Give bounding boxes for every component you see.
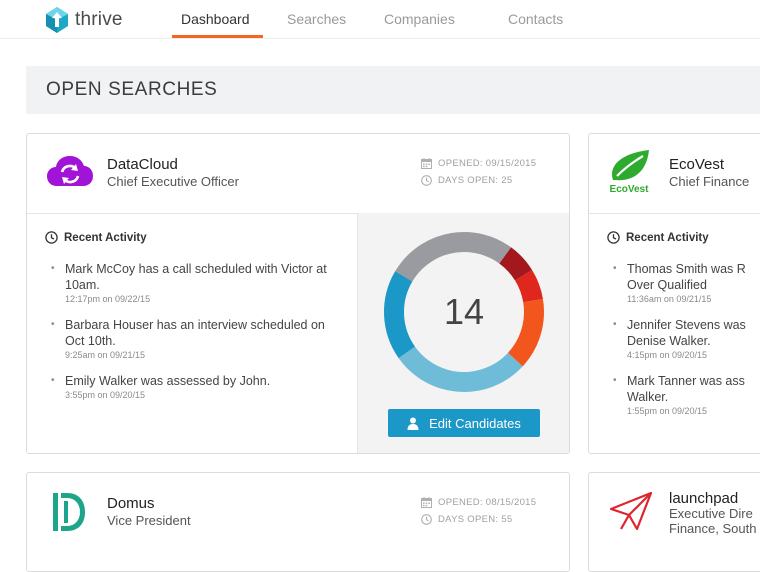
card-header: Domus Vice President OPENED: 08/15/2015 … <box>27 473 569 552</box>
recent-activity-heading: Recent Activity <box>45 231 147 244</box>
clock-icon <box>421 175 432 186</box>
activity-text: Barbara Houser has an interview schedule… <box>51 317 341 349</box>
days-open: DAYS OPEN: 55 <box>421 514 512 525</box>
donut-segment[interactable] <box>383 231 545 393</box>
edit-candidates-button[interactable]: Edit Candidates <box>388 409 540 437</box>
tab-companies[interactable]: Companies <box>384 11 455 27</box>
leaf-icon <box>612 150 649 181</box>
card-header: EcoVest EcoVest Chief Finance <box>589 134 760 214</box>
activity-time: 3:55pm on 09/20/15 <box>65 390 146 400</box>
opened-date: OPENED: 09/15/2015 <box>421 158 536 169</box>
tab-contacts[interactable]: Contacts <box>508 11 564 27</box>
position-title-line: Executive Dire <box>669 506 753 521</box>
calendar-icon <box>421 497 432 508</box>
company-name[interactable]: DataCloud <box>107 156 178 173</box>
company-name[interactable]: Domus <box>107 495 155 512</box>
position-title: Executive Dire Finance, South <box>669 506 756 536</box>
recent-activity-heading: Recent Activity <box>607 231 709 244</box>
activity-time: 9:25am on 09/21/15 <box>65 350 146 360</box>
activity-text: Emily Walker was assessed by John. <box>51 373 341 389</box>
days-open-label: DAYS OPEN: 55 <box>438 514 513 525</box>
search-card-datacloud[interactable]: DataCloud Chief Executive Officer OPENED… <box>26 133 570 454</box>
domus-d-icon <box>53 493 85 531</box>
activity-time: 12:17pm on 09/22/15 <box>65 294 151 304</box>
activity-item: Mark McCoy has a call scheduled with Vic… <box>51 261 341 304</box>
section-title: OPEN SEARCHES <box>46 79 218 100</box>
opened-label: OPENED: 09/15/2015 <box>438 158 537 169</box>
activity-text: Jennifer Stevens was Denise Walker. <box>613 317 760 349</box>
app-name: thrive <box>75 9 123 30</box>
donut-segment[interactable] <box>383 231 545 393</box>
app-logo[interactable]: thrive <box>44 6 123 34</box>
clock-icon <box>421 514 432 525</box>
activity-time: 4:15pm on 09/20/15 <box>627 350 708 360</box>
activity-item: Mark Tanner was ass Walker. 1:55pm on 09… <box>613 373 760 416</box>
thrive-logo-icon <box>46 7 68 33</box>
position-title: Vice President <box>107 513 191 528</box>
tab-searches[interactable]: Searches <box>287 11 347 27</box>
search-card-domus[interactable]: Domus Vice President OPENED: 08/15/2015 … <box>26 472 570 572</box>
company-name[interactable]: EcoVest <box>669 156 725 173</box>
donut-segment[interactable] <box>383 231 545 393</box>
company-name[interactable]: launchpad <box>669 490 739 507</box>
activity-item: Thomas Smith was R Over Qualified 11:36a… <box>613 261 760 304</box>
card-header: launchpad Executive Dire Finance, South <box>589 473 760 552</box>
opened-date: OPENED: 08/15/2015 <box>421 497 536 508</box>
activity-text: Mark McCoy has a call scheduled with Vic… <box>51 261 341 293</box>
paper-plane-icon <box>609 491 653 531</box>
ecovest-logo-text: EcoVest <box>609 184 649 195</box>
candidate-pipeline-panel: 14 Edit Candidates <box>357 213 569 453</box>
recent-activity-label: Recent Activity <box>64 231 147 244</box>
days-open-label: DAYS OPEN: 25 <box>438 175 513 186</box>
activity-text: Mark Tanner was ass Walker. <box>613 373 760 405</box>
recent-activity-label: Recent Activity <box>626 231 709 244</box>
activity-item: Jennifer Stevens was Denise Walker. 4:15… <box>613 317 760 360</box>
activity-item: Emily Walker was assessed by John. 3:55p… <box>51 373 341 400</box>
position-title: Chief Executive Officer <box>107 174 239 189</box>
recent-activity-panel: Recent Activity Thomas Smith was R Over … <box>589 213 760 453</box>
position-title: Chief Finance <box>669 174 750 189</box>
ecovest-logo: EcoVest <box>605 148 655 198</box>
opened-label: OPENED: 08/15/2015 <box>438 497 537 508</box>
calendar-icon <box>421 158 432 169</box>
section-header: OPEN SEARCHES <box>26 66 760 114</box>
activity-text: Thomas Smith was R Over Qualified <box>613 261 760 293</box>
tab-dashboard[interactable]: Dashboard <box>181 11 250 27</box>
clock-icon <box>45 231 58 244</box>
clock-icon <box>607 231 620 244</box>
activity-time: 11:36am on 09/21/15 <box>627 294 712 304</box>
candidate-count: 14 <box>443 291 485 332</box>
cloud-sync-icon <box>47 156 93 186</box>
card-header: DataCloud Chief Executive Officer OPENED… <box>27 134 569 214</box>
recent-activity-panel: Recent Activity Mark McCoy has a call sc… <box>27 213 357 453</box>
top-nav: thrive Dashboard Searches Companies Cont… <box>0 0 760 39</box>
pipeline-donut-chart[interactable] <box>383 231 545 393</box>
active-tab-indicator <box>172 35 263 38</box>
search-card-launchpad[interactable]: launchpad Executive Dire Finance, South <box>588 472 760 572</box>
activity-time: 1:55pm on 09/20/15 <box>627 406 708 416</box>
days-open: DAYS OPEN: 25 <box>421 175 512 186</box>
search-card-ecovest[interactable]: EcoVest EcoVest Chief Finance Recent Act… <box>588 133 760 454</box>
position-title-line: Finance, South <box>669 521 757 536</box>
edit-candidates-label: Edit Candidates <box>429 415 521 431</box>
activity-item: Barbara Houser has an interview schedule… <box>51 317 341 360</box>
user-icon <box>407 417 419 430</box>
